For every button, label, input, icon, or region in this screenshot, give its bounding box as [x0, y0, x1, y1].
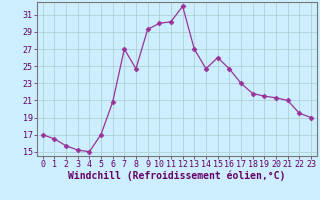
X-axis label: Windchill (Refroidissement éolien,°C): Windchill (Refroidissement éolien,°C): [68, 171, 285, 181]
